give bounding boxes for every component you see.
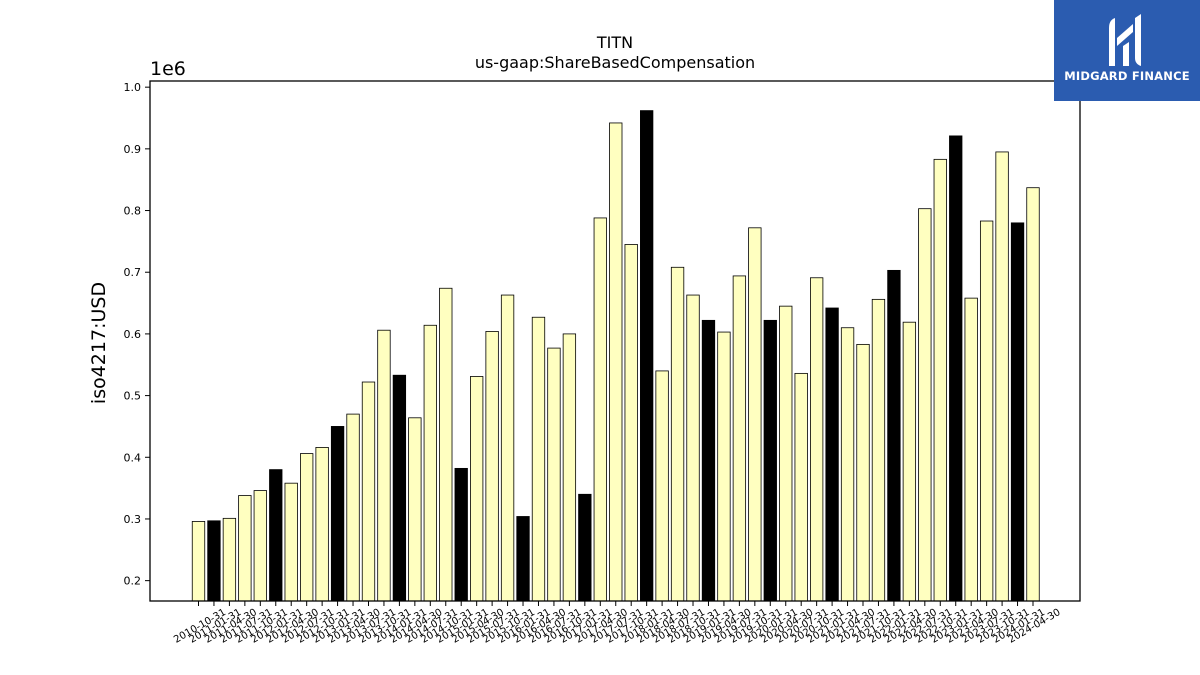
bar-2016-07-31 <box>547 347 561 602</box>
plot-frame <box>149 80 1081 602</box>
bar-2021-04-30 <box>840 327 855 602</box>
bar-2023-07-31 <box>979 220 994 602</box>
bar-2015-04-30 <box>470 376 484 602</box>
bar-2022-07-31 <box>918 208 932 602</box>
bar-2021-10-31 <box>871 298 886 602</box>
bar-2020-10-31 <box>810 277 824 602</box>
logo-text: MIDGARD FINANCE <box>1064 69 1190 83</box>
bar-2017-01-31 <box>578 493 592 602</box>
bar-2020-04-30 <box>779 305 793 602</box>
bars-group <box>191 110 1040 602</box>
bar-2016-04-30 <box>531 316 546 602</box>
bar-2012-07-31 <box>300 453 314 602</box>
bar-2023-01-31 <box>949 135 963 602</box>
y-tick-label: 0.4 <box>124 451 142 464</box>
chart-subtitle: us-gaap:ShareBasedCompensation <box>475 53 755 72</box>
y-tick-label: 0.2 <box>124 575 142 588</box>
bar-2018-04-30 <box>655 370 669 602</box>
bar-2011-07-31 <box>238 495 252 602</box>
bar-2014-04-30 <box>408 417 422 602</box>
bar-2020-07-31 <box>794 372 808 602</box>
midgard-logo-icon <box>1109 14 1141 66</box>
bar-2022-04-30 <box>902 321 917 602</box>
y-axis: 0.2 0.3 0.4 0.5 0.6 0.7 0.8 0.9 1.0 <box>124 81 150 588</box>
bar-2021-01-31 <box>825 307 839 602</box>
bar-2015-01-31 <box>454 467 468 602</box>
bar-2010-10-31 <box>191 521 206 602</box>
bar-2013-04-30 <box>346 413 360 602</box>
bar-2022-10-31 <box>933 158 947 602</box>
bar-2013-07-31 <box>361 381 376 602</box>
bar-2011-04-30 <box>222 517 237 602</box>
y-offset-label: 1e6 <box>150 58 186 80</box>
bar-2013-10-31 <box>377 329 391 602</box>
bar-2018-01-31 <box>640 110 654 602</box>
bar-2017-04-30 <box>593 217 607 602</box>
bar-2019-01-31 <box>701 319 716 602</box>
bar-2011-10-31 <box>253 490 267 602</box>
y-tick-label: 0.6 <box>124 328 142 341</box>
bar-2012-04-30 <box>284 482 298 602</box>
y-axis-label: iso4217:USD <box>88 282 110 404</box>
bar-2011-01-31 <box>207 520 221 602</box>
bar-2015-07-31 <box>485 331 499 602</box>
chart-title: TITN <box>596 33 633 52</box>
bar-2017-10-31 <box>624 244 638 602</box>
bar-2019-04-30 <box>717 331 731 602</box>
bar-2012-01-31 <box>269 469 283 602</box>
bar-2021-07-31 <box>856 343 870 602</box>
bar-2023-10-31 <box>995 151 1009 602</box>
bar-2012-10-31 <box>315 447 329 602</box>
bar-2019-10-31 <box>748 227 762 602</box>
y-tick-label: 0.5 <box>124 390 142 403</box>
bar-2016-10-31 <box>562 333 577 602</box>
bar-2017-07-31 <box>609 122 623 602</box>
bar-2016-01-31 <box>516 516 530 602</box>
bar-2014-01-31 <box>392 374 407 602</box>
bar-2013-01-31 <box>330 426 345 602</box>
bar-2020-01-31 <box>763 319 777 602</box>
bar-2014-07-31 <box>423 324 437 602</box>
bar-2024-01-31 <box>1010 222 1025 602</box>
bar-2014-10-31 <box>439 287 453 602</box>
bar-2015-10-31 <box>500 294 515 602</box>
bar-2023-04-30 <box>964 297 978 602</box>
bar-2018-10-31 <box>686 294 700 602</box>
bar-2019-07-31 <box>732 275 747 602</box>
company-logo: MIDGARD FINANCE <box>1054 0 1200 101</box>
bar-2018-07-31 <box>670 266 685 602</box>
y-tick-label: 0.9 <box>124 143 142 156</box>
y-tick-label: 0.7 <box>124 266 142 279</box>
x-axis: 2010-10-312011-01-312011-04-302011-07-31… <box>172 601 1063 646</box>
y-tick-label: 1.0 <box>124 81 142 94</box>
y-tick-label: 0.3 <box>124 513 142 526</box>
bar-2024-04-30 <box>1026 187 1040 602</box>
bar-2022-01-31 <box>887 269 901 602</box>
y-tick-label: 0.8 <box>124 205 142 218</box>
